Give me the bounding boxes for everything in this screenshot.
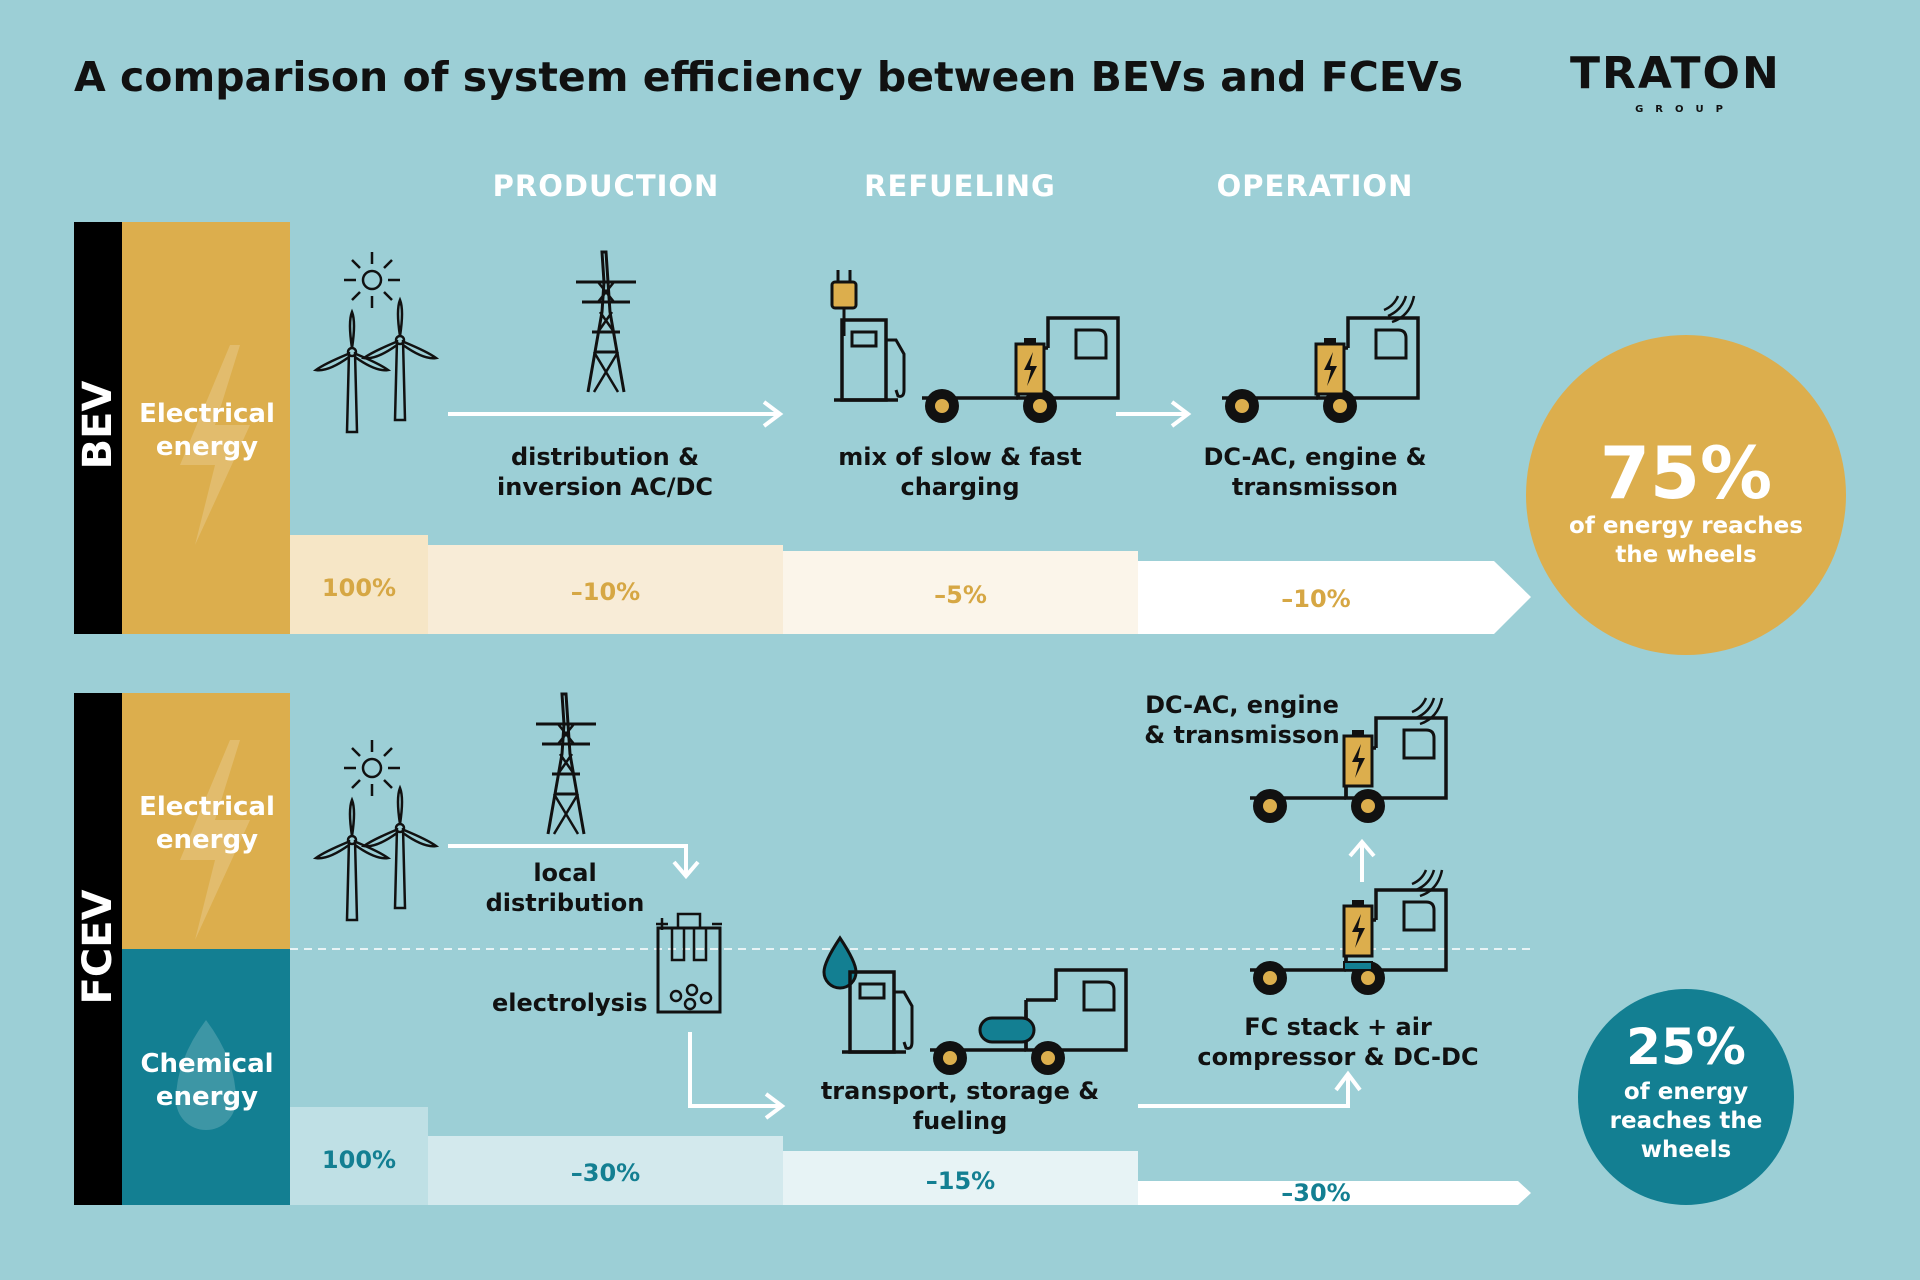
fcev-bar-refueling: [783, 1151, 1138, 1205]
battery-icon: [1342, 898, 1374, 958]
bev-step-distribution: distribution & inversion AC/DC: [497, 443, 713, 501]
signal-icon: [1410, 868, 1444, 898]
fcev-bar-operation: [1138, 1181, 1531, 1205]
arrow: [688, 1032, 786, 1120]
bev-bar-production-label: –10%: [570, 578, 641, 606]
fcev-bar-refueling-label: –15%: [925, 1167, 996, 1195]
wind-turbine-icon: [362, 298, 438, 422]
electrolysis-icon: [656, 912, 722, 1014]
bev-side-label: BEV: [75, 380, 121, 470]
stage-operation-label: OPERATION: [1216, 169, 1414, 203]
brand-logo-sub: GROUP: [1635, 104, 1735, 115]
fcev-result-text: of energy reaches the wheels: [1609, 1079, 1763, 1163]
battery-icon: [1014, 336, 1046, 396]
stage-refueling-label: REFUELING: [864, 169, 1056, 203]
fcev-step-electrolysis: electrolysis: [492, 989, 648, 1017]
fcev-electrical-label: Electrical energy: [139, 792, 275, 855]
fcev-step-local-distribution: local distribution: [485, 859, 645, 917]
bev-bar-refueling: [783, 551, 1138, 634]
wind-turbine-icon: [314, 798, 390, 922]
fcev-bar-production-label: –30%: [570, 1159, 641, 1187]
arrow: [1138, 1070, 1362, 1108]
arrow: [448, 844, 700, 880]
fcev-chemical-block: [122, 949, 290, 1205]
bev-bar-operation: [1138, 561, 1531, 634]
bev-step-operation: DC-AC, engine & transmisson: [1203, 443, 1427, 501]
fcev-bar-production: [428, 1136, 783, 1205]
stage-production-label: PRODUCTION: [492, 169, 720, 203]
wind-turbine-icon: [314, 310, 390, 434]
power-pylon-icon: [574, 250, 638, 394]
brand-logo: TRATON: [1570, 48, 1781, 99]
plug-icon: [830, 270, 858, 336]
bev-bar-refueling-label: –5%: [934, 581, 987, 609]
battery-icon: [1314, 336, 1346, 396]
signal-icon: [1410, 696, 1444, 726]
fcev-chemical-label: Chemical energy: [140, 1049, 274, 1112]
fcev-step-fc-stack: FC stack + air compressor & DC-DC: [1197, 1013, 1479, 1071]
bev-result-text: of energy reaches the wheels: [1569, 513, 1803, 568]
bev-bar-production: [428, 545, 783, 634]
fcev-bar-100-label: 100%: [321, 1146, 397, 1174]
bev-energy-label: Electrical energy: [139, 399, 275, 462]
bev-result-circle: [1526, 335, 1846, 655]
sun-icon: [342, 250, 402, 310]
bev-result-value: 75%: [1599, 431, 1773, 515]
fcev-result-circle: [1578, 989, 1794, 1205]
fcev-step-operation: DC-AC, engine & transmisson: [1144, 691, 1340, 749]
fcev-step-transport: transport, storage & fueling: [820, 1077, 1100, 1135]
bev-bar-operation-label: –10%: [1281, 585, 1351, 613]
bev-bar-100-label: 100%: [321, 574, 397, 602]
water-drop-icon: [822, 935, 858, 990]
water-drop-icon: [176, 1020, 236, 1130]
fcev-result-value: 25%: [1626, 1018, 1746, 1076]
arrow: [1116, 400, 1192, 428]
bev-bar-100: [290, 535, 428, 634]
fcev-bar-100: [290, 1107, 428, 1205]
fuel-cell-stack-icon: [1343, 961, 1373, 971]
sun-icon: [342, 738, 402, 798]
bev-side-bar: [74, 222, 122, 634]
battery-icon: [1342, 728, 1374, 788]
arrow: [1348, 838, 1376, 882]
page-title: A comparison of system efficiency betwee…: [74, 53, 1464, 101]
arrow: [448, 400, 784, 428]
wind-turbine-icon: [362, 786, 438, 910]
power-pylon-icon: [534, 692, 598, 836]
fcev-bar-operation-label: –30%: [1281, 1179, 1351, 1207]
fcev-side-label: FCEV: [75, 889, 121, 1005]
truck-icon: [928, 968, 1128, 1077]
fcev-side-bar: [74, 693, 122, 1205]
bev-step-charging: mix of slow & fast charging: [838, 443, 1082, 501]
